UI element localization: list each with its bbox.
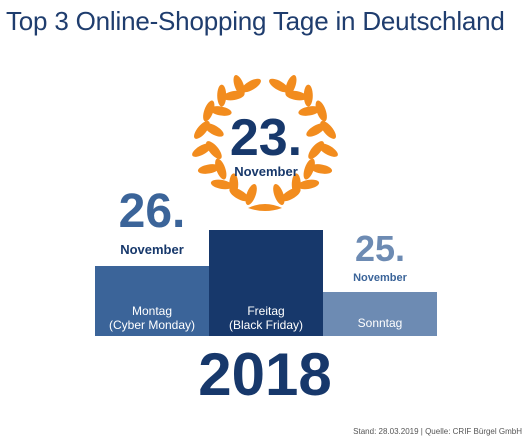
rank-2-month: November: [120, 242, 184, 257]
wreath-leaf: [303, 84, 313, 107]
wreath-tie: [248, 204, 282, 211]
wreath-leaf: [204, 123, 224, 137]
wreath-leaf: [298, 106, 321, 116]
wreath-leaf: [291, 173, 301, 196]
wreath-leaf: [203, 100, 215, 122]
rank-2-label: Montag (Cyber Monday): [95, 304, 209, 332]
wreath-leaf: [217, 84, 227, 107]
rank-3-label: Sonntag: [323, 316, 437, 330]
wreath-leaf: [310, 164, 333, 174]
year-label: 2018: [198, 341, 332, 408]
wreath-leaf: [209, 106, 232, 116]
wreath-leaf: [206, 141, 222, 159]
rank-1-label: Freitag (Black Friday): [209, 304, 323, 332]
rank-2-weekday: Montag: [131, 304, 173, 318]
rank-3-weekday: Sonntag: [357, 316, 403, 330]
rank-1-month: November: [234, 164, 298, 179]
podium-bar-rank-2: Montag (Cyber Monday): [95, 266, 209, 336]
source-note: Stand: 28.03.2019 | Quelle: CRIF Bürgel …: [353, 427, 522, 436]
wreath-leaf: [273, 184, 285, 205]
wreath-leaf: [269, 78, 289, 93]
wreath-leaf: [245, 184, 257, 205]
wreath-leaf: [197, 164, 220, 174]
podium-bar-rank-3: Sonntag: [323, 292, 437, 336]
wreath-leaf: [241, 78, 261, 93]
wreath-leaf: [315, 100, 327, 122]
rank-1-day-number: 23.: [229, 109, 303, 167]
podium-bar-rank-1: Freitag (Black Friday): [209, 230, 323, 336]
wreath-leaf: [297, 179, 320, 190]
wreath-leaf: [303, 158, 315, 180]
wreath-leaf: [215, 158, 227, 180]
rank-1-sub: (Black Friday): [228, 318, 303, 332]
wreath-leaf: [306, 123, 326, 137]
rank-2-sub: (Cyber Monday): [108, 318, 196, 332]
rank-1-weekday: Freitag: [247, 304, 285, 318]
wreath-leaf: [210, 179, 233, 190]
wreath-leaf: [308, 141, 324, 159]
rank-3-month: November: [353, 272, 407, 284]
rank-2-day-number: 26.: [118, 185, 186, 238]
wreath-leaf: [229, 173, 239, 196]
rank-3-day-number: 25.: [354, 228, 406, 269]
chart-title: Top 3 Online-Shopping Tage in Deutschlan…: [6, 6, 505, 36]
